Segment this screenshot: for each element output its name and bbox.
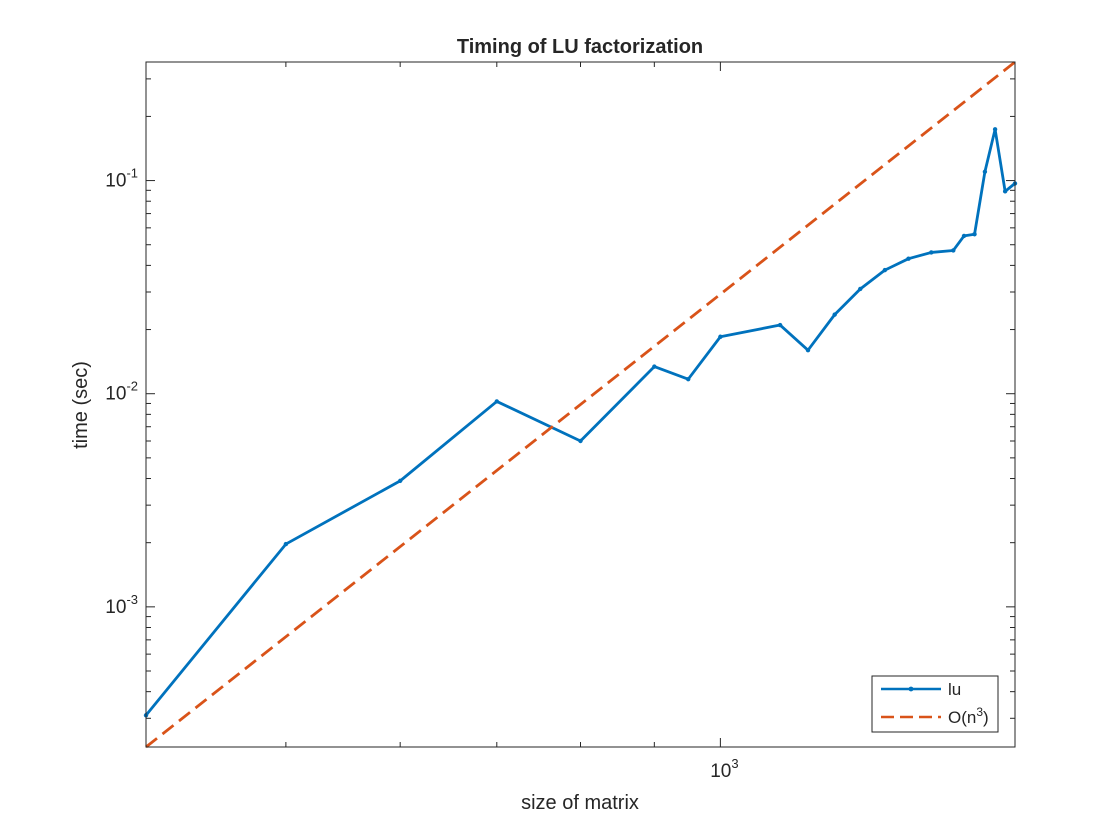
series-0-point-18 (982, 169, 988, 174)
series-0-point-15 (951, 248, 956, 253)
series-0-point-9 (805, 348, 811, 353)
series-0-point-8 (777, 322, 783, 328)
legend-label-on3-base: O(n (948, 708, 976, 727)
legend-marker-lu (908, 686, 914, 692)
series-0-point-13 (906, 256, 911, 261)
series-0-point-17 (972, 232, 977, 237)
legend-label-lu: lu (948, 680, 961, 699)
series-0-point-14 (929, 250, 934, 255)
series-0-point-2 (397, 478, 403, 484)
ticklabel-layer: 10-3 10-2 10-1 103 (105, 166, 738, 782)
series-0-point-11 (858, 286, 863, 292)
series-0-point-6 (686, 376, 691, 382)
y-axis-label: time (sec) (70, 361, 92, 449)
y-tick-label-1: 10-2 (105, 379, 138, 405)
chart-title: Timing of LU factorization (457, 36, 703, 58)
axes-box (145, 61, 1016, 748)
tick-layer (145, 62, 1015, 747)
series-0-point-12 (882, 267, 888, 273)
y-tick-label-2: 10-1 (105, 166, 138, 192)
series-line-1 (145, 60, 1016, 749)
x-axis-label: size of matrix (521, 792, 639, 814)
series-0-point-20 (1002, 189, 1008, 194)
series-0-point-19 (992, 127, 998, 132)
series-0-point-1 (283, 541, 289, 547)
legend-label-on3: O(n3) (948, 705, 989, 727)
series-0-point-3 (494, 399, 499, 404)
series-0-point-7 (718, 334, 723, 339)
legend-box (871, 675, 999, 733)
series-0-point-10 (832, 312, 837, 317)
series-0-point-16 (961, 233, 967, 239)
series-line-0 (144, 127, 1016, 717)
legend-label-on3-suffix: ) (983, 708, 989, 727)
legend: lu O(n3) (871, 675, 999, 733)
series-0-point-4 (578, 438, 583, 444)
legend-label-on3-sup: 3 (976, 705, 983, 719)
series-layer (143, 60, 1018, 749)
x-tick-label-0: 103 (710, 756, 738, 782)
series-0-point-5 (652, 364, 657, 369)
y-tick-label-0: 10-3 (105, 592, 138, 618)
